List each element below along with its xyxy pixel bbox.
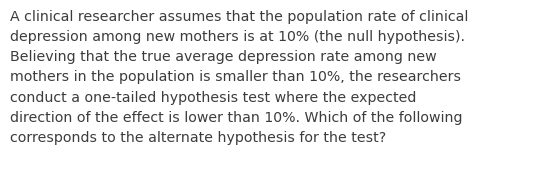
Text: A clinical researcher assumes that the population rate of clinical
depression am: A clinical researcher assumes that the p… xyxy=(10,10,468,145)
